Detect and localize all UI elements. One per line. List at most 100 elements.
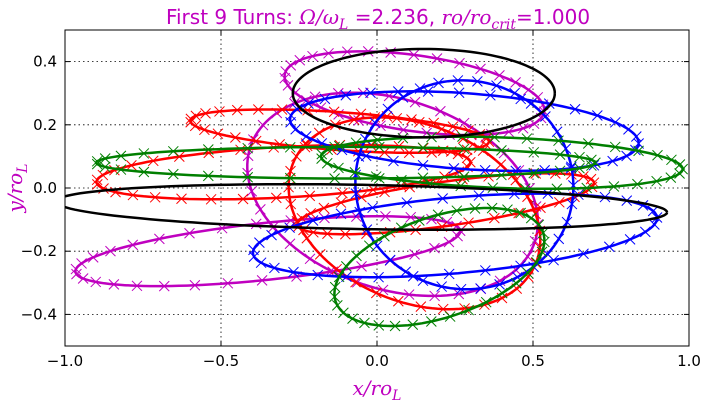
orbit-marker bbox=[461, 152, 473, 164]
orbit-marker bbox=[91, 155, 103, 167]
orbit-marker bbox=[609, 141, 621, 153]
orbit-marker bbox=[338, 307, 349, 319]
chart-title: First 9 Turns: Ω/ωL =2.236, ro/rocrit=1.… bbox=[166, 5, 590, 33]
orbit-marker bbox=[70, 263, 82, 275]
orbit-marker bbox=[417, 142, 429, 154]
orbit-marker bbox=[409, 249, 420, 260]
orbit-marker bbox=[463, 304, 474, 316]
orbit-marker bbox=[176, 193, 187, 205]
orbit-marker bbox=[496, 287, 508, 299]
orbit-marker bbox=[432, 209, 444, 221]
orbit-marker bbox=[398, 124, 409, 136]
orbit-marker bbox=[279, 72, 291, 84]
orbit-marker bbox=[586, 160, 597, 171]
orbit-marker bbox=[254, 237, 265, 248]
orbit-marker bbox=[185, 116, 197, 128]
orbit-marker bbox=[99, 153, 111, 164]
orbit-marker bbox=[237, 193, 249, 205]
orbit-marker bbox=[373, 173, 385, 184]
orbit-marker bbox=[510, 277, 522, 289]
orbit-marker bbox=[231, 104, 243, 116]
orbit-marker bbox=[528, 146, 540, 158]
orbit-marker bbox=[370, 171, 382, 182]
y-axis-label: y/roL bbox=[3, 164, 31, 214]
orbit-marker bbox=[429, 290, 440, 302]
orbit-marker bbox=[397, 91, 409, 103]
orbit-marker bbox=[370, 287, 382, 299]
orbit-marker bbox=[340, 261, 352, 272]
orbit-marker bbox=[542, 248, 553, 260]
orbit-marker bbox=[331, 263, 342, 275]
orbit-path bbox=[288, 90, 640, 173]
orbit-marker bbox=[674, 159, 686, 170]
orbit-marker bbox=[202, 170, 214, 182]
orbit-marker bbox=[138, 148, 150, 159]
orbit-marker bbox=[270, 192, 282, 204]
orbit-marker bbox=[578, 170, 589, 182]
orbit-marker bbox=[480, 296, 492, 308]
orbit-marker bbox=[71, 268, 82, 280]
orbit-marker bbox=[431, 53, 443, 64]
orbit-marker bbox=[415, 301, 427, 313]
orbit-marker bbox=[307, 215, 319, 226]
axis-ticks: −1.0 −0.5 0.0 0.5 1.0 −0.4 −0.2 0.0 0.2 0.4 bbox=[21, 30, 701, 370]
orbit-marker bbox=[115, 164, 127, 175]
orbit-marker bbox=[307, 50, 318, 62]
x-axis-label: x/roL bbox=[353, 376, 402, 404]
orbit-marker bbox=[329, 141, 340, 153]
orbit-marker bbox=[331, 299, 343, 311]
y-tick-label: −0.4 bbox=[21, 305, 57, 323]
orbit-marker bbox=[517, 122, 529, 134]
orbit-marker bbox=[639, 226, 651, 238]
orbit-marker bbox=[487, 182, 499, 194]
orbit-marker bbox=[363, 240, 375, 252]
orbit-marker bbox=[553, 196, 565, 208]
orbit-marker bbox=[126, 160, 137, 171]
title-prefix: First 9 Turns: bbox=[166, 5, 299, 29]
orbit-marker bbox=[452, 148, 464, 160]
orbit-marker bbox=[400, 266, 412, 278]
orbit-marker bbox=[339, 228, 351, 240]
orbit-marker bbox=[304, 253, 316, 265]
orbit-marker bbox=[458, 171, 470, 182]
orbit-marker bbox=[407, 319, 419, 331]
orbit-marker bbox=[105, 245, 116, 257]
orbit-marker bbox=[284, 141, 296, 153]
orbit-marker bbox=[554, 165, 566, 177]
orbit-marker bbox=[479, 164, 491, 176]
orbit-marker bbox=[475, 283, 486, 294]
orbit-marker bbox=[649, 219, 660, 230]
orbit-marker bbox=[284, 172, 296, 184]
orbit-marker bbox=[127, 239, 139, 251]
orbit-marker bbox=[367, 202, 378, 214]
orbit-marker bbox=[417, 275, 429, 287]
orbit-marker bbox=[443, 236, 455, 248]
orbit-marker bbox=[329, 281, 341, 293]
orbit-marker bbox=[484, 89, 496, 101]
orbit-marker bbox=[647, 205, 659, 217]
orbit-marker bbox=[212, 128, 224, 140]
orbit-marker bbox=[384, 254, 396, 266]
orbit-marker bbox=[373, 320, 385, 331]
orbit-marker bbox=[99, 161, 111, 173]
orbit-marker bbox=[553, 135, 564, 147]
orbit-marker bbox=[373, 271, 384, 283]
x-tick-label: −1.0 bbox=[47, 352, 83, 370]
orbit-marker bbox=[609, 116, 621, 128]
orbit-marker bbox=[623, 124, 634, 135]
orbit-marker bbox=[603, 241, 615, 253]
orbit-marker bbox=[301, 232, 313, 244]
title-omega-ratio: Ω/ω bbox=[298, 5, 339, 29]
title-ro-ratio: ro/ro bbox=[441, 5, 491, 29]
orbit-marker bbox=[302, 104, 313, 116]
orbit-marker bbox=[367, 184, 379, 196]
orbit-marker bbox=[674, 168, 685, 179]
orbit-marker bbox=[566, 198, 578, 210]
orbit-marker bbox=[291, 151, 302, 162]
orbit-marker bbox=[569, 103, 581, 115]
orbit-marker bbox=[347, 313, 358, 325]
orbit-marker bbox=[479, 265, 491, 276]
orbit-marker bbox=[91, 158, 103, 170]
orbit-marker bbox=[525, 98, 537, 109]
orbit-marker bbox=[496, 145, 507, 156]
